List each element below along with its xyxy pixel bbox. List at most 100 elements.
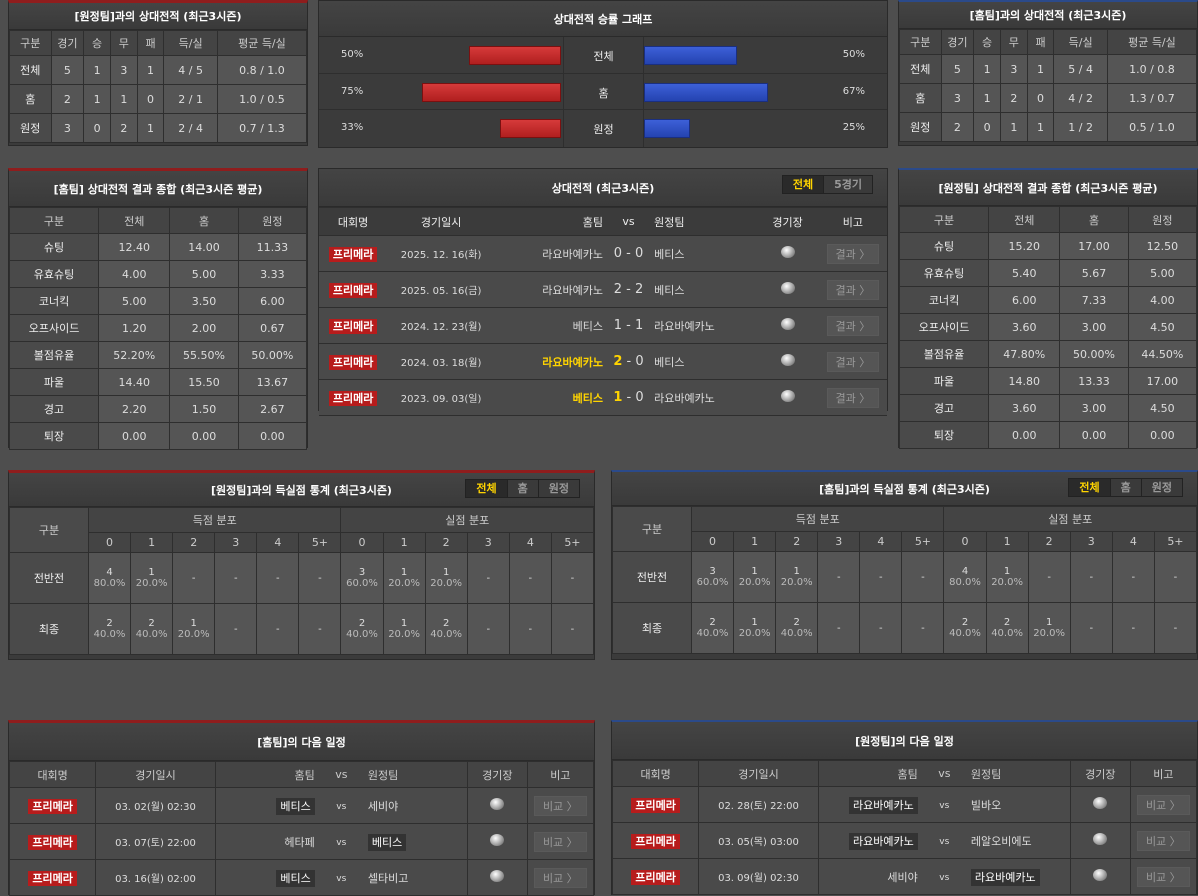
stadium-icon[interactable]: [780, 354, 795, 366]
cell-value: 1: [136, 55, 165, 85]
row-label: 슈팅: [898, 232, 990, 260]
count: -: [318, 623, 322, 635]
tab-1[interactable]: 5경기: [823, 176, 872, 193]
distribution-cell: -: [256, 552, 300, 604]
graph-row-label: 원정: [593, 123, 614, 136]
percentage: 40.0%: [696, 628, 729, 639]
away-team: 라요바예카노: [654, 391, 715, 405]
column-header: 원정팀: [654, 207, 757, 236]
compare-button[interactable]: 비교 〉: [533, 867, 587, 888]
h2h-matches-panel: 상대전적 (최근3시즌) 전체 5경기 대회명 경기일시 홈팀 vs 원정팀 경기장 비고 프리메라…: [318, 168, 888, 416]
column-header: 대회명: [611, 760, 700, 787]
stadium-icon[interactable]: [1093, 797, 1108, 809]
table-row: 전체 5 1 3 1 4 / 5 0.8 / 1.0: [9, 55, 308, 85]
result-button[interactable]: 결과 〉: [826, 387, 880, 408]
home-win-rate: 33%: [341, 122, 364, 133]
cell-value: 0: [83, 113, 111, 143]
cell-value: 15.20: [988, 232, 1061, 260]
vs-label: vs: [939, 837, 950, 847]
count: 1: [1003, 566, 1011, 577]
stadium-icon[interactable]: [780, 282, 795, 294]
result-button[interactable]: 결과 〉: [826, 243, 880, 264]
schedule-table: 대회명 경기일시 홈팀 vs 원정팀 경기장 비고 프리메라 03. 02(월) 02:30 베티…: [8, 761, 595, 896]
table-row: 파울 14.80 13.33 17.00: [898, 367, 1198, 395]
column-header: 경기일시: [698, 760, 819, 787]
schedule-row: 프리메라 03. 09(월) 02:30 세비야 vs 라요바예카노 비교 〉: [611, 858, 1198, 895]
league-badge: 프리메라: [28, 798, 77, 814]
home-team: 베티스: [276, 797, 315, 815]
cell-value: 17.00: [1127, 367, 1198, 395]
column-header: 홈: [169, 207, 239, 234]
count: -: [486, 572, 491, 584]
goal-count-header: 0: [87, 532, 132, 553]
compare-button[interactable]: 비교 〉: [533, 795, 587, 816]
vs-label: vs: [939, 801, 950, 811]
table-row: 유효슈팅 4.00 5.00 3.33: [8, 260, 308, 288]
compare-button[interactable]: 비교 〉: [1136, 830, 1190, 851]
away-win-rate: 67%: [842, 86, 865, 97]
stats-table: 구분 전체 홈 원정 슈팅 12.40 14.00 11.33 유효슈팅 4.00 5.00 3.33…: [8, 207, 308, 450]
row-label: 퇴장: [8, 422, 100, 450]
cell-value: 5: [940, 54, 975, 84]
panel-title-text: [원정팀]의 다음 일정: [855, 734, 954, 748]
home-team: 베티스: [572, 391, 603, 405]
column-header: 비고: [818, 207, 887, 236]
cell-value: 14.40: [98, 368, 171, 396]
distribution-cell: 1 20.0%: [733, 602, 777, 654]
tab-0[interactable]: 전체: [466, 480, 507, 497]
away-score: 1: [635, 318, 644, 333]
distribution-cell: 2 40.0%: [130, 603, 174, 655]
home-team: 베티스: [572, 319, 603, 333]
league-badge: 프리메라: [328, 390, 378, 406]
distribution-cell: 2 40.0%: [340, 603, 384, 655]
result-button[interactable]: 결과 〉: [826, 315, 880, 336]
compare-button[interactable]: 비교 〉: [533, 831, 587, 852]
cell-value: 50.00%: [1059, 340, 1129, 368]
column-header: 전체: [988, 206, 1061, 233]
match-date: 03. 09(월) 02:30: [718, 873, 799, 884]
next-away-panel: [원정팀]의 다음 일정 대회명 경기일시 홈팀 vs 원정팀 경기장 비고 프리메라 02. 2…: [611, 720, 1198, 895]
tab-0[interactable]: 전체: [782, 176, 824, 193]
stadium-icon[interactable]: [780, 318, 795, 330]
table-row: 원정 2 0 1 1 1 / 2 0.5 / 1.0: [899, 112, 1198, 142]
panel-title: 상대전적 승률 그래프: [319, 1, 887, 37]
home-team: 라요바예카노: [849, 796, 918, 814]
result-button[interactable]: 결과 〉: [826, 351, 880, 372]
distribution-cell: -: [901, 602, 945, 654]
count: 2: [1003, 617, 1011, 628]
stadium-icon[interactable]: [490, 870, 505, 882]
table-row: 오프사이드 1.20 2.00 0.67: [8, 314, 308, 342]
cell-value: 1: [83, 55, 111, 85]
distribution-cell: -: [214, 552, 258, 604]
count: 2: [709, 617, 716, 628]
win-rate-graph-panel: 상대전적 승률 그래프 50% 전체 50% 75% 홈 67% 33% 원정 25%: [318, 0, 888, 148]
tab-2[interactable]: 원정: [1140, 479, 1182, 496]
compare-button[interactable]: 비교 〉: [1136, 866, 1190, 887]
match-row: 프리메라 2024. 03. 18(월) 라요바예카노 2 - 0 베티스 결과 〉: [319, 343, 887, 380]
filter-tabs: 전체 5경기: [781, 175, 873, 194]
tab-1[interactable]: 홈: [1109, 479, 1141, 496]
cell-value: 3.60: [988, 313, 1061, 341]
goal-count-header: 1: [130, 532, 174, 553]
compare-button[interactable]: 비교 〉: [1136, 794, 1190, 815]
tab-1[interactable]: 홈: [506, 480, 538, 497]
result-button[interactable]: 결과 〉: [826, 279, 880, 300]
column-header: vs: [314, 761, 368, 788]
count: 1: [442, 567, 450, 578]
column-header: 원정: [237, 207, 308, 234]
filter-tabs: 전체 홈 원정: [465, 479, 580, 498]
graph-row-label: 전체: [593, 50, 614, 63]
cell-value: 55.50%: [169, 341, 239, 369]
home-team: 라요바예카노: [542, 283, 603, 297]
tab-2[interactable]: 원정: [537, 480, 579, 497]
row-label: 전체: [9, 55, 52, 85]
stadium-icon[interactable]: [490, 798, 505, 810]
away-team: 베티스: [654, 283, 685, 297]
stadium-icon[interactable]: [780, 390, 795, 402]
stadium-icon[interactable]: [1093, 833, 1108, 845]
stadium-icon[interactable]: [490, 834, 505, 846]
stadium-icon[interactable]: [780, 246, 795, 258]
stadium-icon[interactable]: [1093, 869, 1108, 881]
away-team: 셀타비고: [367, 871, 409, 885]
tab-0[interactable]: 전체: [1069, 479, 1110, 496]
